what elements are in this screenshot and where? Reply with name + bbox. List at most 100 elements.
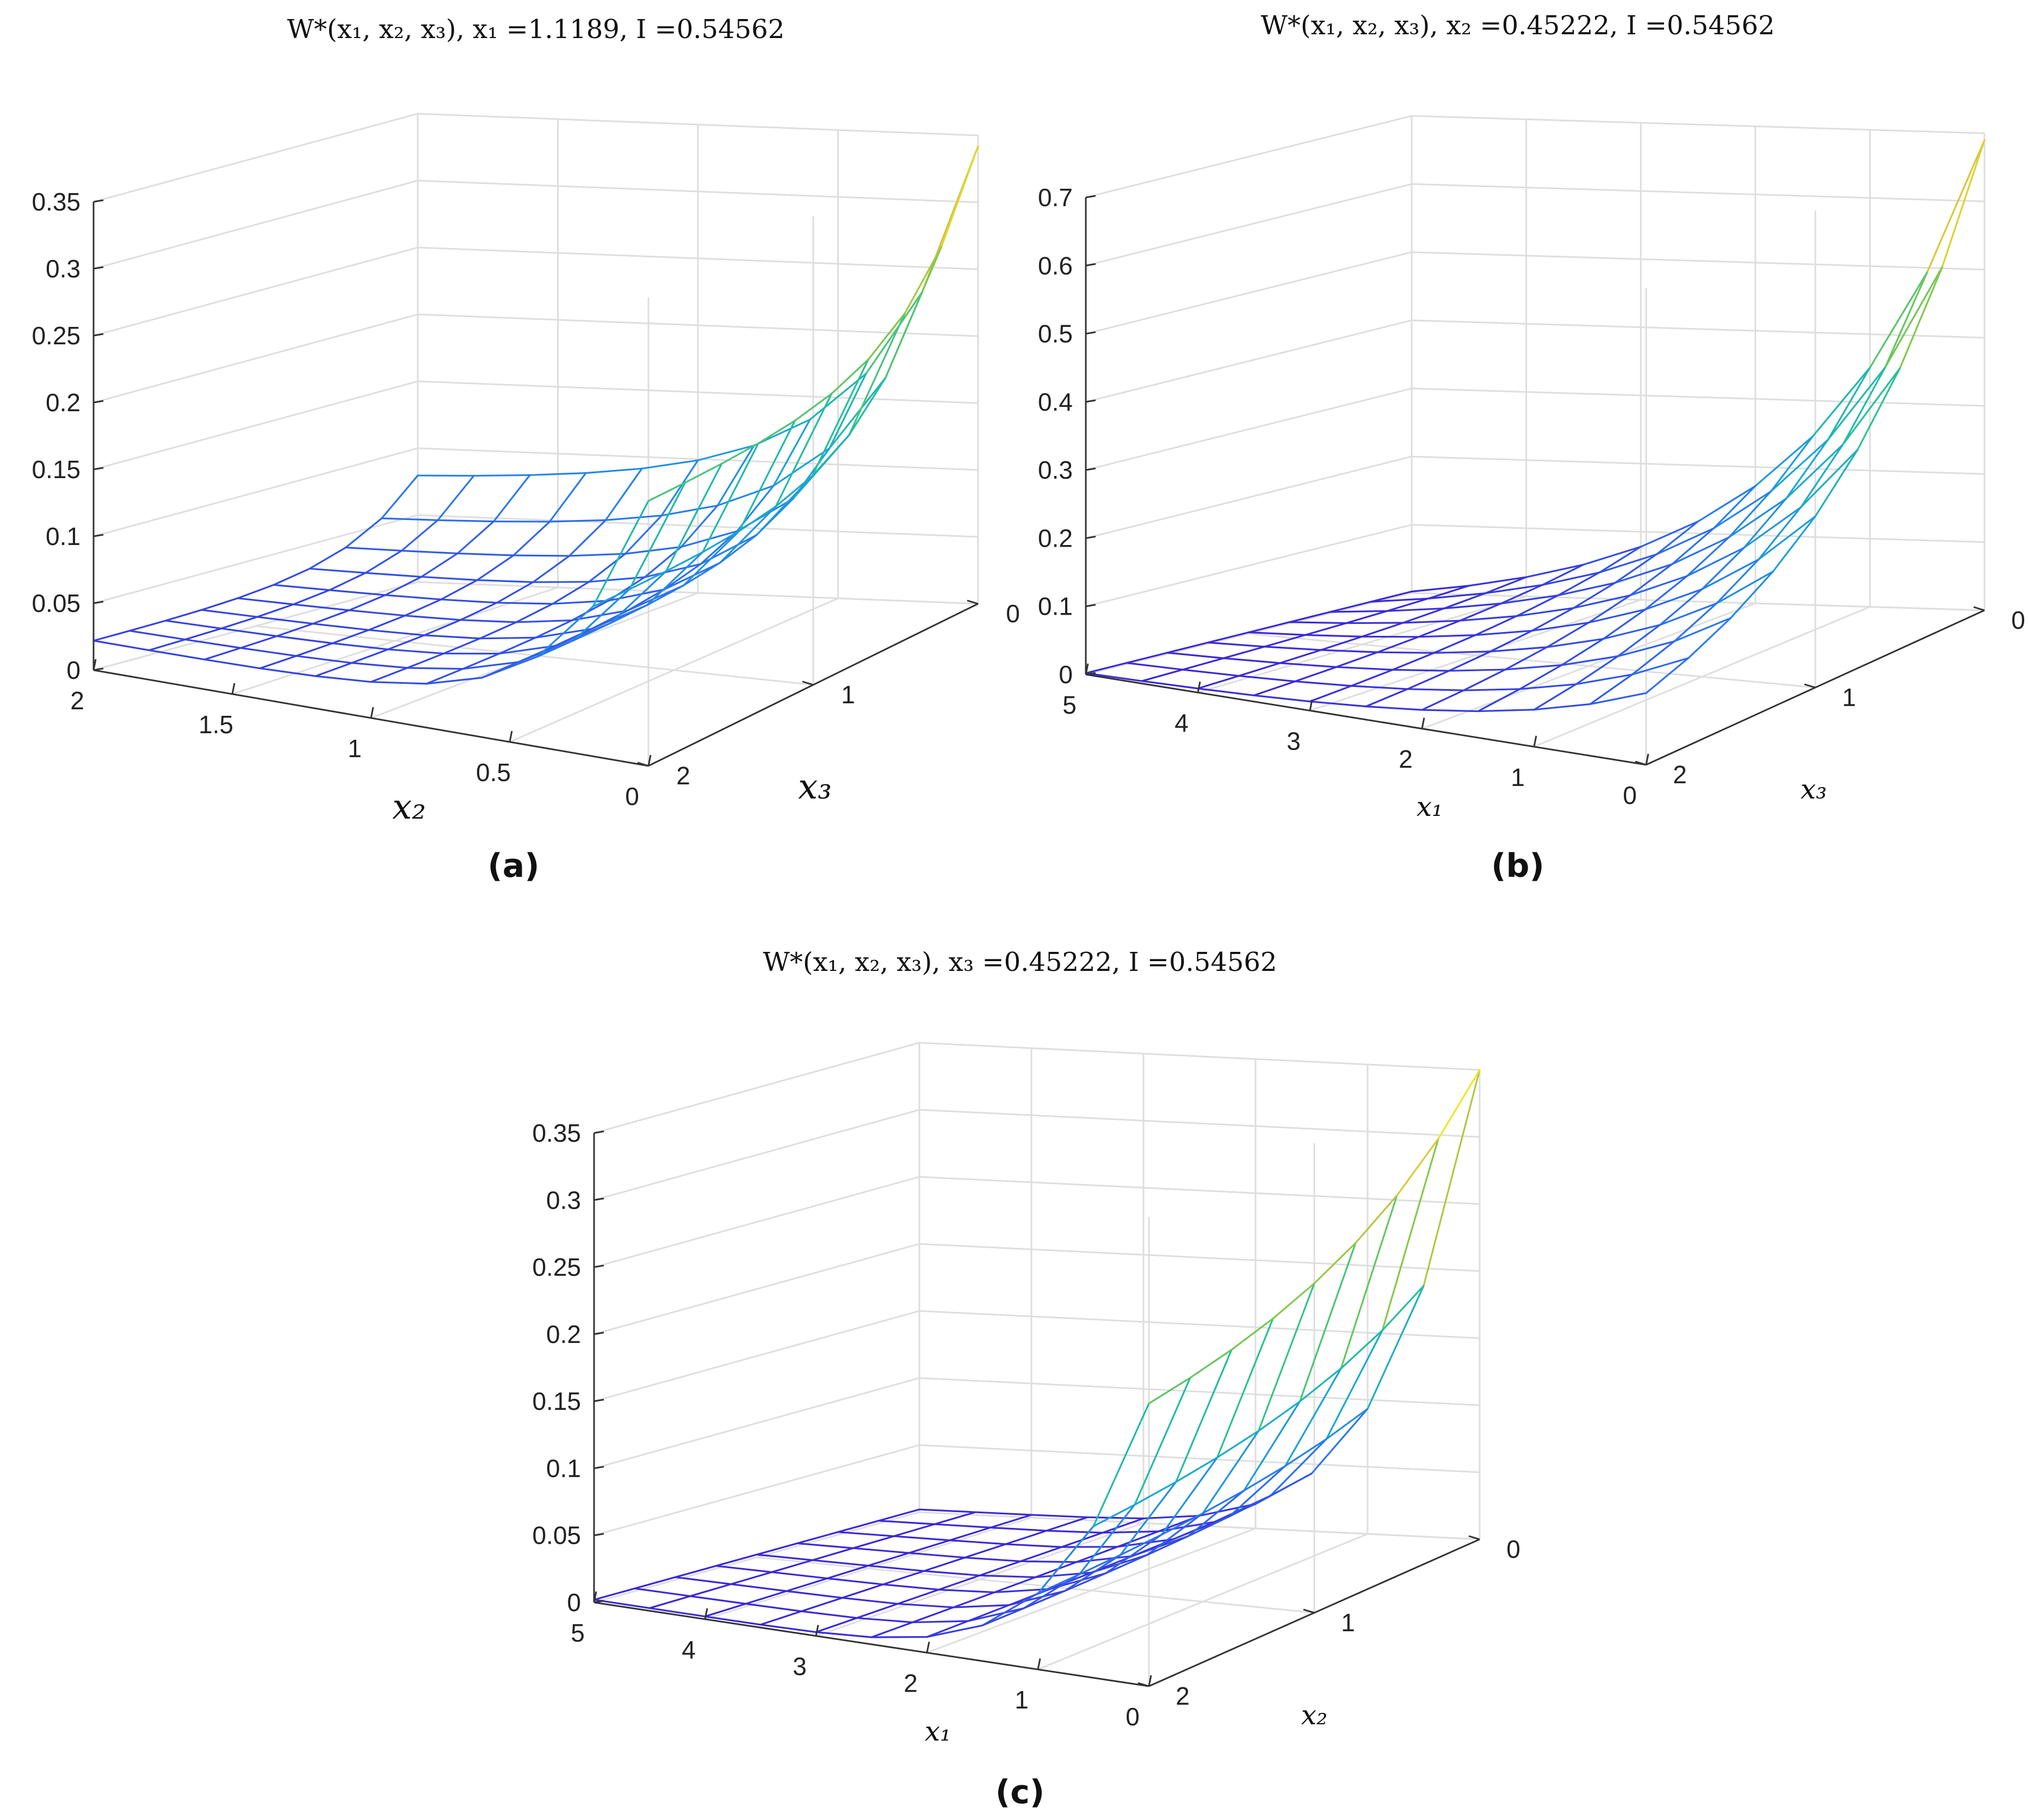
mesh-segment xyxy=(1474,615,1518,636)
mesh-segment xyxy=(1827,367,1871,441)
mesh-segment xyxy=(1631,657,1690,676)
mesh-segment xyxy=(911,1606,955,1624)
panel-b-y-axis-label: x₃ xyxy=(1801,773,1827,805)
z-tick-label: 0 xyxy=(66,656,81,684)
mesh-segment xyxy=(745,1590,788,1605)
panel-b-x-axis-label: x₁ xyxy=(1417,791,1443,822)
mesh-segment xyxy=(831,358,869,395)
mesh-segment xyxy=(554,628,592,647)
mesh-segment xyxy=(400,549,459,555)
mesh-segment xyxy=(1687,617,1732,659)
x-tick xyxy=(1309,699,1313,711)
mesh-segment xyxy=(1247,621,1290,634)
mesh-segment xyxy=(1587,594,1631,624)
mesh-segment xyxy=(517,645,556,663)
y-tick xyxy=(1973,606,1985,611)
panel-a-label: (a) xyxy=(487,847,539,885)
mesh-segment xyxy=(848,377,887,436)
y-tick-label: 1 xyxy=(841,680,855,709)
mesh-segment xyxy=(1126,662,1184,671)
mesh-segment xyxy=(1350,685,1408,690)
mesh-segment xyxy=(837,1520,880,1533)
mesh-segment xyxy=(1228,1495,1271,1518)
z-tick xyxy=(93,467,104,471)
mesh-segment xyxy=(852,1547,910,1554)
mesh-segment xyxy=(1288,611,1331,623)
mesh-segment xyxy=(1005,1530,1048,1545)
mesh-segment xyxy=(148,649,206,661)
mesh-segment xyxy=(964,1556,1022,1562)
mesh-segment xyxy=(1102,1517,1145,1534)
mesh-segment xyxy=(1075,1546,1118,1563)
mesh-segment xyxy=(1785,438,1829,500)
mesh-segment xyxy=(756,1542,799,1556)
mesh-segment xyxy=(1533,703,1591,711)
mesh-segment xyxy=(772,447,831,487)
mesh-segment xyxy=(381,517,439,521)
z-tick-label: 0 xyxy=(1059,660,1073,689)
mesh-segment xyxy=(295,642,333,657)
mesh-segment xyxy=(1370,590,1413,603)
mesh-segment xyxy=(904,245,943,314)
mesh-segment xyxy=(1019,1546,1063,1562)
mesh-segment xyxy=(1279,649,1322,664)
mesh-segment xyxy=(882,1570,925,1586)
mesh-segment xyxy=(756,498,794,536)
z-tick-label: 0.25 xyxy=(532,1253,581,1282)
mesh-segment xyxy=(882,1583,940,1591)
mesh-segment xyxy=(1187,1515,1231,1537)
y-tick xyxy=(1303,1608,1315,1614)
mesh-segment xyxy=(351,648,389,664)
mesh-segment xyxy=(856,1617,913,1624)
mesh-segment xyxy=(201,597,239,611)
x-tick-label: 2 xyxy=(70,686,84,715)
mesh-segment xyxy=(1671,536,1730,565)
z-tick xyxy=(1085,331,1096,335)
mesh-segment xyxy=(938,1588,996,1594)
mesh-segment xyxy=(256,616,314,625)
mesh-segment xyxy=(148,639,186,651)
mesh-segment xyxy=(1335,666,1394,671)
mesh-segment xyxy=(312,609,350,625)
mesh-segment xyxy=(715,1565,773,1573)
mesh-segment xyxy=(811,1547,854,1561)
z-tick-label: 0.2 xyxy=(546,1320,581,1348)
mesh-segment xyxy=(953,1604,1010,1608)
mesh-segment xyxy=(1572,594,1631,609)
mesh-segment xyxy=(1381,1137,1439,1332)
mesh-segment xyxy=(370,681,428,685)
mesh-segment xyxy=(259,655,298,670)
mesh-segment xyxy=(938,1574,981,1591)
mesh-segment xyxy=(624,546,682,555)
x-tick-label: 3 xyxy=(793,1652,807,1681)
z-tick xyxy=(593,1130,604,1134)
mesh-segment xyxy=(926,1620,969,1638)
mesh-segment xyxy=(331,642,389,651)
mesh-segment xyxy=(1126,652,1168,664)
mesh-segment xyxy=(941,145,979,248)
mesh-segment xyxy=(1531,622,1590,632)
mesh-segment xyxy=(867,1564,925,1572)
mesh-segment xyxy=(308,567,367,574)
mesh-segment xyxy=(348,594,386,611)
mesh-segment xyxy=(456,521,495,555)
mesh-segment xyxy=(852,1535,895,1549)
mesh-segment xyxy=(1546,637,1605,648)
mesh-segment xyxy=(1008,1590,1066,1606)
panel-c: 0 0.05 0.1 0.15 0.2 0.25 0.3 0.35 5 4 3 2 1 0 2 1 0 W*(x… xyxy=(532,947,1520,1811)
mesh-segment xyxy=(1437,1069,1481,1140)
z-tick xyxy=(1085,604,1096,608)
mesh-segment xyxy=(1857,367,1901,451)
mesh-segment xyxy=(1603,624,1661,640)
mesh-segment xyxy=(1489,629,1533,653)
mesh-segment xyxy=(1023,1574,1080,1609)
z-tick-label: 0.2 xyxy=(1038,524,1073,552)
z-tick-label: 0 xyxy=(567,1588,581,1617)
z-tick-label: 0.3 xyxy=(1038,456,1073,484)
z-tick-label: 0.2 xyxy=(46,388,81,417)
z-tick xyxy=(1085,195,1096,199)
mesh-segment xyxy=(1655,527,1715,555)
mesh-segment xyxy=(689,1595,747,1605)
mesh-segment xyxy=(979,1574,1037,1578)
panel-b-mesh xyxy=(1085,139,1986,713)
